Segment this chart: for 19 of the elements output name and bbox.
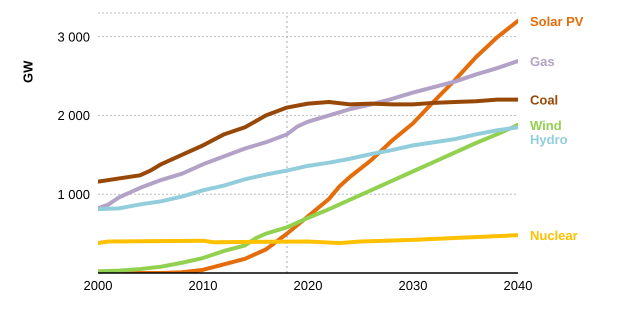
line-series <box>98 233 518 246</box>
x-tick-label: 2030 <box>398 278 428 294</box>
y-tick-label: 2 000 <box>57 108 90 124</box>
x-tick-label: 2040 <box>504 278 532 294</box>
series-label: Coal <box>530 92 558 108</box>
series-label: Gas <box>530 54 555 70</box>
line-series <box>98 125 518 212</box>
y-tick-label: 1 000 <box>57 186 90 202</box>
line-series <box>98 98 518 184</box>
x-tick-label: 2000 <box>84 278 112 294</box>
x-tick-label: 2020 <box>294 278 322 294</box>
series-label: Wind <box>530 118 562 133</box>
y-tick-label: 3 000 <box>57 29 90 44</box>
x-tick-label: 2010 <box>188 278 218 294</box>
y-axis-title: GW <box>20 60 36 83</box>
line-series <box>98 122 518 273</box>
series-label: Hydro <box>530 132 568 147</box>
series-label: Nuclear <box>530 228 578 244</box>
series-label: Solar PV <box>530 14 584 29</box>
